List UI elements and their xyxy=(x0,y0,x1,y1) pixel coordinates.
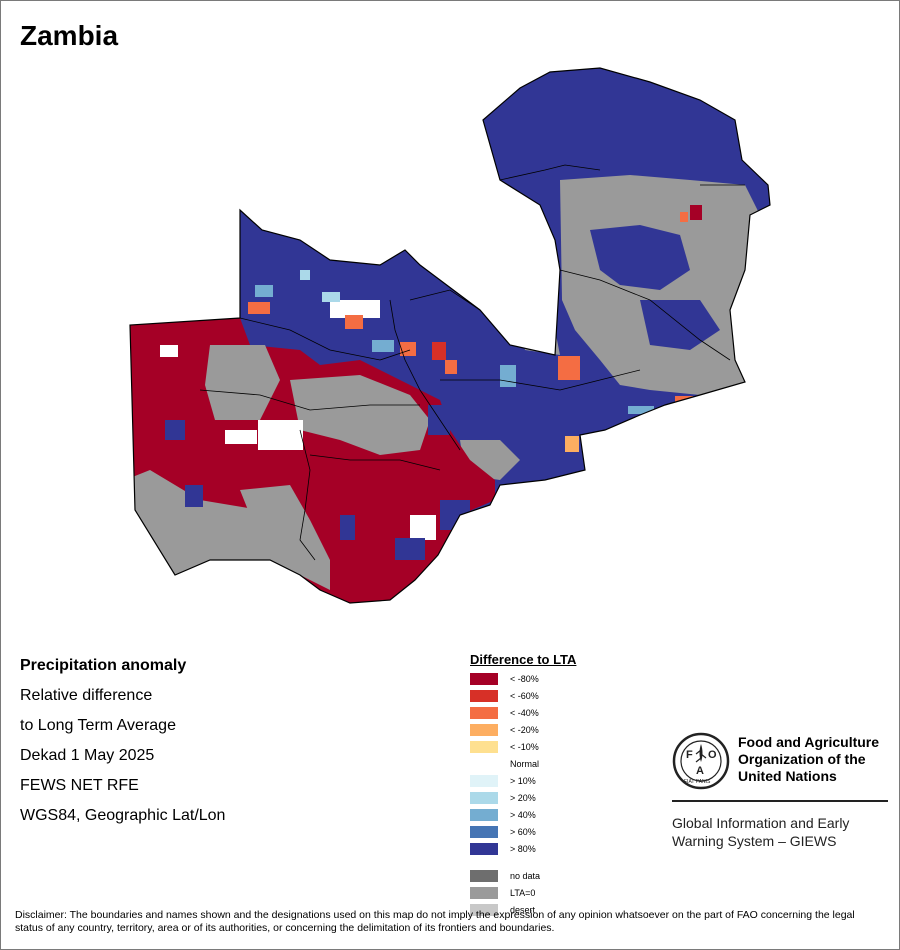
legend-swatch xyxy=(470,870,498,882)
map-title: Zambia xyxy=(20,20,119,51)
legend-swatch xyxy=(470,707,498,719)
info-line: Dekad 1 May 2025 xyxy=(20,747,155,764)
divider xyxy=(672,800,888,802)
province-boundaries xyxy=(199,164,745,561)
legend-label: > 10% xyxy=(510,776,536,786)
legend-item: > 80% xyxy=(470,841,576,858)
disclaimer: Disclaimer: The boundaries and names sho… xyxy=(15,909,855,934)
legend-swatch xyxy=(470,792,498,804)
legend-label: LTA=0 xyxy=(510,888,536,898)
legend-label: < -60% xyxy=(510,691,539,701)
legend-label: < -40% xyxy=(510,708,539,718)
info-line: Relative difference xyxy=(20,687,153,704)
logo-letter: A xyxy=(696,765,704,777)
legend-item: desert xyxy=(470,902,576,919)
org-name-line: Organization of the xyxy=(738,751,866,767)
legend-swatch xyxy=(470,809,498,821)
anomaly-raster xyxy=(130,68,770,603)
legend-item: no data xyxy=(470,868,576,885)
legend-swatch xyxy=(470,741,498,753)
legend-swatch xyxy=(470,673,498,685)
legend-label: < -10% xyxy=(510,742,539,752)
info-line: WGS84, Geographic Lat/Lon xyxy=(20,807,226,824)
legend-label: > 80% xyxy=(510,844,536,854)
legend-swatch xyxy=(470,724,498,736)
map-legend: Difference to LTA < -80% < -60% < -40% < -2… xyxy=(470,652,576,919)
legend-swatch xyxy=(470,690,498,702)
info-heading: Precipitation anomaly xyxy=(20,657,187,674)
legend-label: > 40% xyxy=(510,810,536,820)
legend-item: < -80% xyxy=(470,671,576,688)
legend-label: < -20% xyxy=(510,725,539,735)
map-info: Precipitation anomaly Relative differenc… xyxy=(20,656,225,836)
legend-label: desert xyxy=(510,905,536,915)
legend-item: LTA=0 xyxy=(470,885,576,902)
legend-swatch xyxy=(470,887,498,899)
legend-label: Normal xyxy=(510,759,540,769)
legend-swatch xyxy=(470,775,498,787)
legend-label: no data xyxy=(510,871,541,881)
legend-label: > 20% xyxy=(510,793,536,803)
legend-item: > 20% xyxy=(470,790,576,807)
info-line: FEWS NET RFE xyxy=(20,777,139,794)
giews-line: Warning System – GIEWS xyxy=(672,833,837,849)
legend-swatch xyxy=(470,904,498,916)
legend-label: > 60% xyxy=(510,827,536,837)
giews-line: Global Information and Early xyxy=(672,815,850,831)
org-name: Food and Agriculture Organization of the… xyxy=(738,734,879,785)
legend-swatch xyxy=(470,758,498,770)
legend-item: < -10% xyxy=(470,739,576,756)
info-line: to Long Term Average xyxy=(20,717,176,734)
logo-letter: O xyxy=(708,749,717,761)
legend-item: > 40% xyxy=(470,807,576,824)
legend-swatch xyxy=(470,843,498,855)
legend-label: < -80% xyxy=(510,674,539,684)
logo-motto: FIAT PANIS xyxy=(684,779,711,785)
legend-item: < -40% xyxy=(470,705,576,722)
legend-item: > 60% xyxy=(470,824,576,841)
giews-name: Global Information and Early Warning Sys… xyxy=(672,814,849,850)
logo-letter: F xyxy=(686,749,693,761)
org-name-line: United Nations xyxy=(738,768,837,784)
fao-logo-icon: F A O FIAT PANIS xyxy=(672,732,730,790)
legend-item: < -60% xyxy=(470,688,576,705)
org-name-line: Food and Agriculture xyxy=(738,734,880,750)
precipitation-anomaly-map xyxy=(129,67,771,604)
legend-item: < -20% xyxy=(470,722,576,739)
legend-title: Difference to LTA xyxy=(470,652,577,667)
legend-item: > 10% xyxy=(470,773,576,790)
legend-swatch xyxy=(470,826,498,838)
legend-item: Normal xyxy=(470,756,576,773)
